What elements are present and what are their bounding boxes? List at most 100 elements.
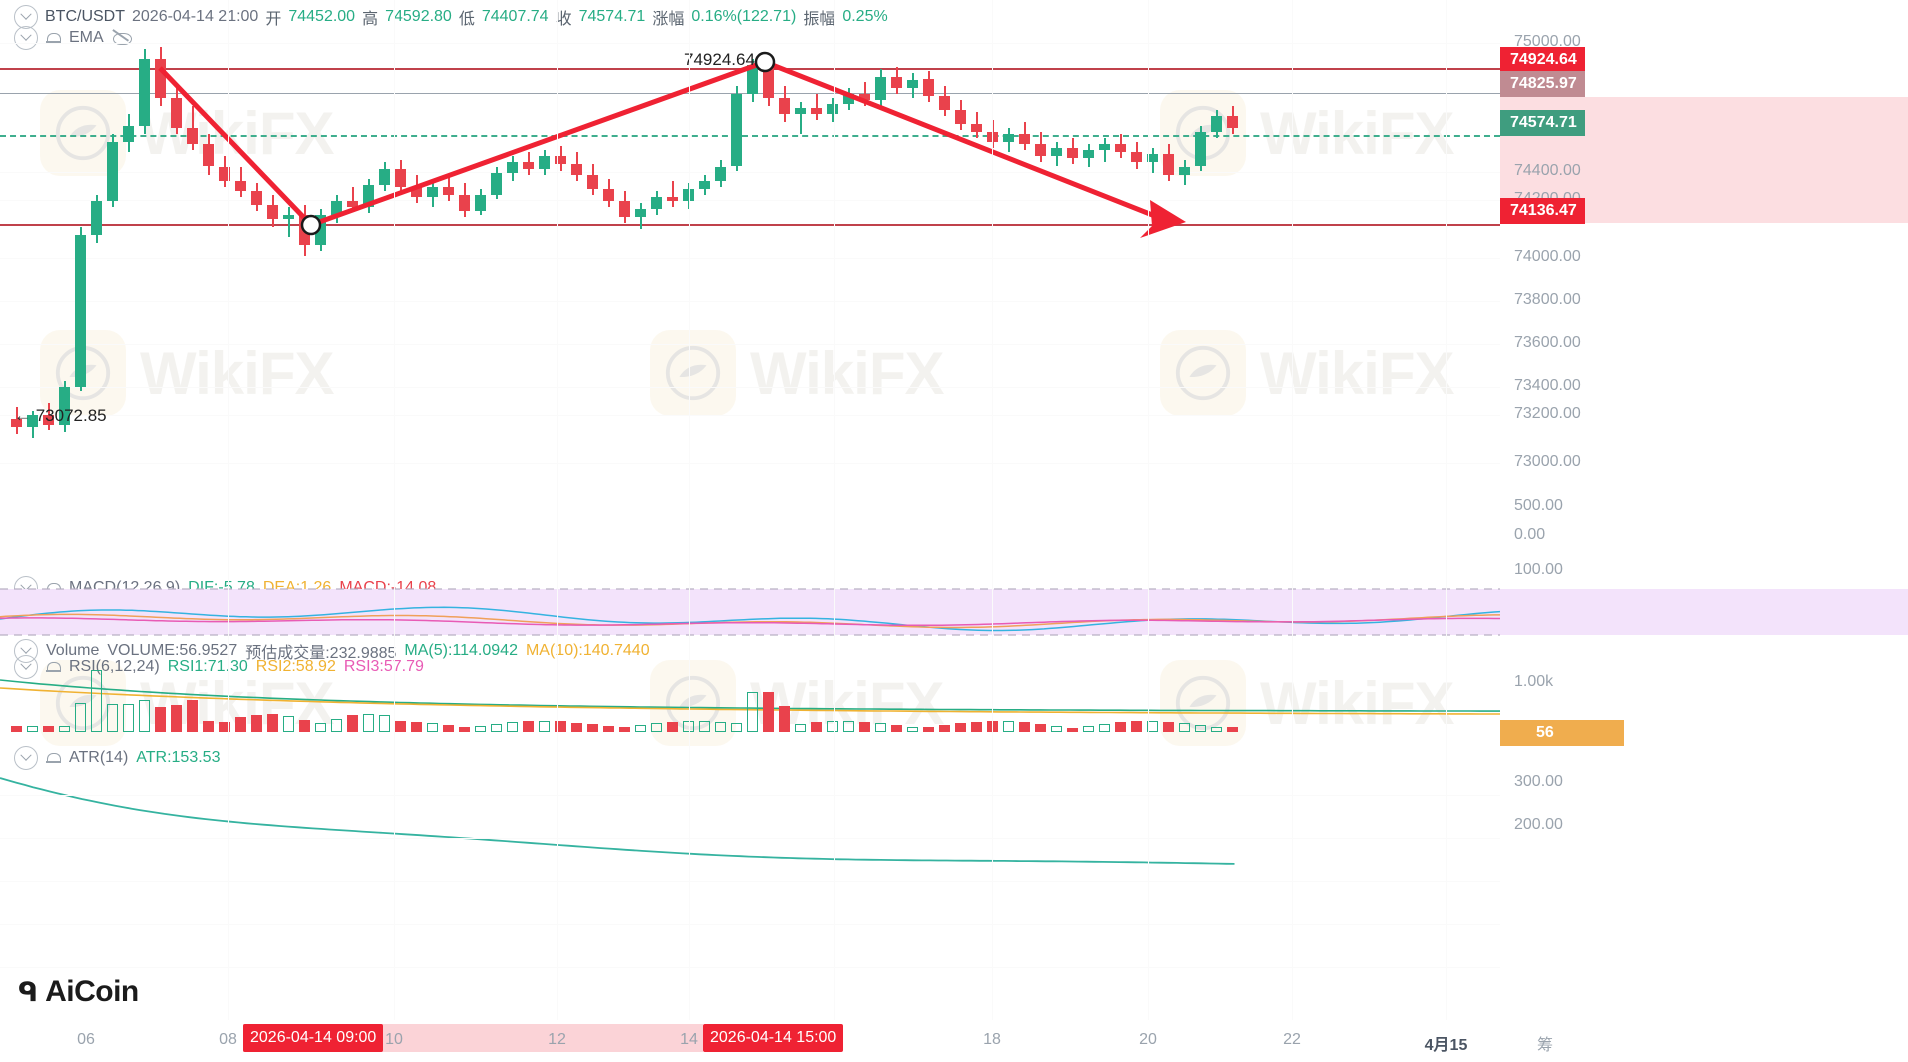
time-axis-badge[interactable]: 2026-04-14 09:00 bbox=[243, 1024, 384, 1052]
candle-body bbox=[795, 107, 806, 114]
time-axis-tick: 14 bbox=[680, 1031, 698, 1048]
support-line[interactable] bbox=[0, 224, 1500, 226]
price-axis-badge[interactable]: 74136.47 bbox=[1500, 198, 1585, 224]
volume-axis-badge[interactable]: 56 bbox=[1500, 720, 1624, 746]
time-axis-tick: 20 bbox=[1139, 1031, 1157, 1048]
candlestick bbox=[491, 166, 502, 199]
gridline bbox=[0, 838, 1500, 839]
candlestick bbox=[539, 150, 550, 175]
candle-wick bbox=[671, 180, 674, 207]
volume-bar bbox=[187, 700, 198, 732]
candle-wick bbox=[815, 93, 818, 120]
volume-bar bbox=[539, 721, 550, 732]
ema-label[interactable]: EMA bbox=[69, 29, 104, 46]
collapse-chevron-icon[interactable] bbox=[14, 639, 38, 663]
price-axis-tick: 74400.00 bbox=[1514, 162, 1581, 179]
volume-bar bbox=[475, 726, 486, 732]
candle-body bbox=[43, 415, 54, 426]
candlestick bbox=[283, 206, 294, 238]
candlestick bbox=[1083, 144, 1094, 167]
atr-name[interactable]: ATR(14) bbox=[69, 749, 129, 766]
volume-bar bbox=[763, 692, 774, 732]
volume-bar bbox=[1195, 724, 1206, 732]
alert-bell-icon[interactable] bbox=[46, 750, 61, 766]
candlestick bbox=[955, 99, 966, 131]
volume-bar bbox=[283, 716, 294, 732]
volume-bar bbox=[411, 721, 422, 732]
symbol-label[interactable]: BTC/USDT bbox=[45, 8, 125, 25]
volume-bar bbox=[219, 721, 230, 732]
volume-name[interactable]: Volume bbox=[46, 642, 100, 659]
price-axis-badge[interactable]: 74574.71 bbox=[1500, 110, 1585, 136]
atr-pane[interactable] bbox=[0, 760, 1500, 1010]
volume-bar bbox=[875, 722, 886, 732]
candlestick bbox=[859, 81, 870, 106]
candlestick bbox=[75, 227, 86, 392]
candlestick bbox=[667, 180, 678, 207]
candle-body bbox=[635, 208, 646, 218]
volume-bar bbox=[1035, 723, 1046, 732]
candlestick bbox=[891, 67, 902, 94]
time-axis-tick: 08 bbox=[219, 1031, 237, 1048]
gridline bbox=[0, 881, 1500, 882]
candlestick bbox=[731, 85, 742, 171]
hide-eye-icon[interactable] bbox=[112, 30, 132, 46]
volume-pane[interactable] bbox=[0, 660, 1500, 745]
amplitude-label: 振幅 bbox=[803, 11, 836, 28]
gridline-vertical bbox=[992, 0, 993, 1020]
candle-body bbox=[1019, 134, 1030, 145]
volume-bar bbox=[267, 714, 278, 732]
candle-body bbox=[1163, 154, 1174, 175]
atr-value: ATR:153.53 bbox=[136, 749, 221, 766]
time-axis-tick: 18 bbox=[983, 1031, 1001, 1048]
volume-bar bbox=[1147, 721, 1158, 732]
candle-body bbox=[427, 186, 438, 197]
candle-body bbox=[603, 188, 614, 201]
rsi-pane[interactable] bbox=[0, 575, 1500, 650]
candlestick bbox=[1003, 128, 1014, 153]
volume-bar bbox=[683, 721, 694, 732]
candle-body bbox=[619, 200, 630, 218]
time-axis-badge[interactable]: 2026-04-14 15:00 bbox=[703, 1024, 844, 1052]
price-axis[interactable]: 75000.0074400.0074200.0074000.0073800.00… bbox=[1500, 0, 1908, 1020]
candlestick bbox=[43, 403, 54, 430]
candle-body bbox=[491, 172, 502, 195]
candlestick bbox=[59, 380, 70, 432]
collapse-chevron-icon[interactable] bbox=[14, 746, 38, 770]
alert-bell-icon[interactable] bbox=[46, 659, 61, 675]
collapse-chevron-icon[interactable] bbox=[14, 26, 38, 50]
candle-body bbox=[651, 196, 662, 209]
volume-bar bbox=[843, 721, 854, 732]
candle-body bbox=[1051, 148, 1062, 157]
candlestick bbox=[379, 162, 390, 191]
volume-bar bbox=[1179, 722, 1190, 732]
candlestick bbox=[1195, 126, 1206, 171]
candlestick bbox=[699, 174, 710, 195]
candlestick bbox=[843, 87, 854, 110]
alert-bell-icon[interactable] bbox=[46, 30, 61, 46]
candlestick bbox=[971, 111, 982, 139]
candlestick bbox=[507, 156, 518, 181]
volume-bar bbox=[1131, 721, 1142, 732]
time-axis[interactable]: 0608101214161820224月15筹2026-04-14 09:002… bbox=[0, 1020, 1908, 1062]
candle-body bbox=[1195, 132, 1206, 167]
rsi2-value: RSI2:58.92 bbox=[255, 658, 336, 675]
candlestick bbox=[363, 178, 374, 214]
candlestick bbox=[251, 182, 262, 211]
price-axis-badge[interactable]: 74825.97 bbox=[1500, 71, 1585, 97]
gridline bbox=[0, 344, 1500, 345]
candle-body bbox=[747, 65, 758, 94]
price-axis-badge[interactable]: 74924.64 bbox=[1500, 47, 1585, 73]
gridline bbox=[0, 463, 1500, 464]
candle-body bbox=[11, 419, 22, 428]
candlestick bbox=[411, 174, 422, 203]
candle-body bbox=[155, 59, 166, 98]
candlestick bbox=[571, 152, 582, 181]
candlestick bbox=[763, 59, 774, 106]
aicoin-brand-name: AiCoin bbox=[45, 975, 139, 1008]
gridline-vertical bbox=[1292, 0, 1293, 1020]
candlestick bbox=[443, 176, 454, 201]
volume-bar bbox=[155, 707, 166, 732]
gridline bbox=[0, 301, 1500, 302]
